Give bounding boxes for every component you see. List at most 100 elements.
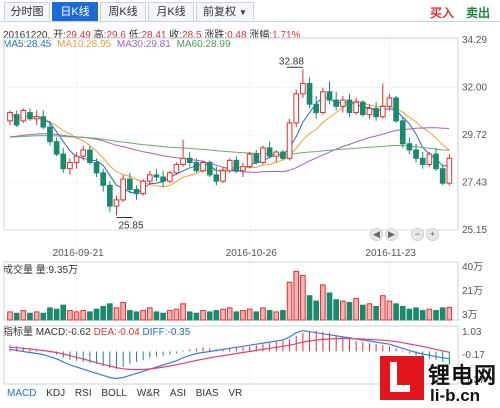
price-axis-label: 25.15 [462, 225, 487, 236]
volume-bar [233, 311, 240, 321]
scroll-left-button[interactable]: ◀ [370, 228, 383, 241]
volume-bar [33, 311, 40, 321]
indicator-tab-wr[interactable]: W&R [136, 388, 161, 399]
ma-lines [9, 96, 450, 195]
price-axis-label: 27.43 [462, 178, 487, 189]
candles [7, 69, 453, 216]
volume-bars [7, 270, 453, 321]
candle-body [419, 157, 426, 166]
buy-button[interactable]: 买入 [430, 6, 455, 20]
candle-body [33, 116, 40, 120]
candle-body [53, 141, 60, 155]
candle-body [266, 147, 273, 157]
dea-value: DEA:-0.04 [93, 327, 140, 338]
volume-bar [87, 311, 93, 321]
ma-legend: MA5:28.45 MA10:28.95 MA30:29.81 MA60:28.… [3, 39, 234, 50]
logo-mark-icon [380, 356, 424, 400]
volume-bar [193, 312, 200, 321]
candle-body [180, 157, 186, 166]
candle-body [27, 112, 33, 120]
candle-body [220, 170, 226, 182]
indicator-tab-asi[interactable]: ASI [169, 388, 186, 399]
low-value: 28.41 [141, 30, 167, 41]
volume-bar [253, 311, 260, 321]
candle-body [326, 91, 333, 101]
volume-bar [73, 311, 80, 321]
macd-axis-label: 1.03 [462, 327, 482, 338]
candle-body [186, 157, 193, 163]
volume-bar [7, 311, 13, 321]
ma10-line [9, 100, 450, 188]
candle-body [233, 159, 240, 172]
candle-body [13, 114, 20, 126]
tab-monthly-k[interactable]: 月K线 [148, 2, 194, 21]
volume-bar [406, 308, 413, 321]
candle-body [87, 149, 93, 163]
price-axis-label: 29.72 [462, 130, 487, 141]
candle-body [113, 199, 120, 207]
zoom-in-button[interactable]: + [426, 228, 439, 241]
volume-bar [213, 310, 220, 321]
volume-bar [20, 310, 27, 321]
candle-body [439, 168, 446, 184]
indicator-tab-rsi[interactable]: RSI [74, 388, 92, 399]
tab-timeshare[interactable]: 分时图 [4, 2, 50, 21]
candle-body [359, 101, 366, 116]
candle-body [393, 97, 399, 122]
candle-body [100, 172, 107, 186]
candle-body [253, 153, 260, 163]
change-value: 0.48 [227, 30, 247, 41]
volume-bar [153, 311, 160, 321]
change-label: 涨跌: [204, 30, 228, 41]
ma5-value: MA5:28.45 [3, 39, 52, 50]
candle-body [73, 155, 80, 163]
candle-body [7, 112, 13, 122]
scroll-right-button[interactable]: ▶ [385, 228, 398, 241]
candle-body [120, 178, 126, 201]
quote-info: 20161220, 开:29.49 高:29.6 低:28.41 收:28.5 … [3, 30, 301, 41]
ma30-value: MA30:29.81 [116, 39, 171, 50]
volume-bar [326, 292, 333, 321]
volume-bar [220, 308, 226, 321]
volume-bar [426, 308, 433, 321]
tab-daily-k[interactable]: 日K线 [52, 2, 98, 21]
ma10-value: MA10:28.95 [57, 39, 112, 50]
high-value: 29.6 [106, 30, 126, 41]
logo-url: li-b.cn [430, 386, 481, 405]
indicator-tab-bias[interactable]: BIAS [195, 388, 219, 399]
candle-body [40, 116, 47, 128]
volume-bar [100, 306, 107, 321]
date-axis-label: 2016-10-26 [226, 248, 278, 259]
tab-weekly-k[interactable]: 周K线 [100, 2, 146, 21]
volume-bar [67, 310, 73, 321]
volume-bar [439, 307, 446, 321]
candle-body [20, 109, 27, 122]
candle-body [60, 153, 67, 170]
indicator-tab-vr[interactable]: VR [228, 388, 243, 399]
volume-axis-label: 3万 [462, 310, 478, 321]
volume-bar [260, 307, 266, 321]
open-value: 29.49 [65, 30, 91, 41]
indicator-tab-kdj[interactable]: KDJ [46, 388, 66, 399]
tab-weekly-k-label: 周K线 [108, 6, 138, 18]
candle-body [47, 126, 53, 143]
candle-body [300, 82, 306, 95]
adjust-dropdown[interactable]: 前复权 ▼ [196, 2, 254, 21]
volume-bar [346, 301, 353, 321]
tab-timeshare-label: 分时图 [10, 6, 44, 18]
candle-body [226, 159, 233, 172]
candle-body [240, 166, 246, 172]
candle-body [126, 178, 133, 190]
volume-bar [433, 310, 439, 321]
volume-bar [180, 303, 186, 321]
price-axis-label: 34.29 [462, 35, 487, 46]
zoom-out-button[interactable]: − [411, 228, 424, 241]
volume-bar [40, 312, 47, 321]
sell-button[interactable]: 卖出 [466, 6, 491, 20]
indicator-tab-boll[interactable]: BOLL [101, 388, 127, 399]
indicator-tab-macd[interactable]: MACD [7, 388, 37, 399]
volume-bar [206, 311, 213, 321]
volume-bar [280, 310, 286, 321]
volume-bar [186, 311, 193, 321]
